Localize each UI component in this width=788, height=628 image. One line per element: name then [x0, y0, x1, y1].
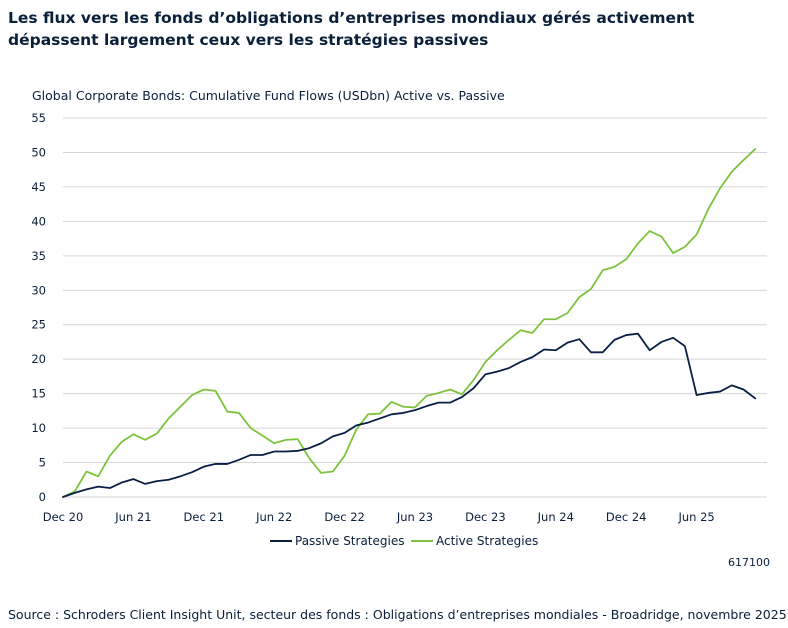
y-tick-label: 5: [39, 456, 46, 470]
y-tick-label: 45: [31, 180, 46, 194]
y-tick-label: 25: [31, 318, 46, 332]
page-title: Les flux vers les fonds d’obligations d’…: [8, 9, 695, 49]
y-tick-label: 30: [31, 283, 46, 297]
x-tick-label: Dec 24: [606, 510, 647, 524]
legend: Passive Strategies Active Strategies: [270, 534, 538, 548]
chart-code: 617100: [728, 556, 770, 569]
y-tick-label: 15: [31, 387, 46, 401]
y-tick-label: 10: [31, 421, 46, 435]
y-axis: 0 5 10 15 20 25 30 35 40 45 50 55: [31, 111, 46, 504]
series-line-active: [62, 148, 757, 498]
x-tick-label: Dec 22: [324, 510, 365, 524]
legend-label-passive: Passive Strategies: [295, 534, 404, 548]
series-line-passive: [62, 332, 757, 498]
x-tick-label: Jun 25: [677, 510, 714, 524]
legend-label-active: Active Strategies: [436, 534, 538, 548]
series-layer: [62, 148, 757, 498]
chart-subtitle: Global Corporate Bonds: Cumulative Fund …: [32, 88, 505, 103]
y-tick-label: 0: [39, 490, 46, 504]
x-tick-label: Dec 21: [184, 510, 225, 524]
x-tick-label: Jun 21: [114, 510, 151, 524]
y-tick-label: 50: [31, 145, 46, 159]
y-tick-label: 55: [31, 111, 46, 125]
x-tick-label: Jun 23: [396, 510, 433, 524]
x-tick-label: Dec 23: [465, 510, 506, 524]
grid-layer: [63, 117, 767, 498]
source-note: Source : Schroders Client Insight Unit, …: [8, 607, 787, 622]
x-axis: Dec 20 Jun 21 Dec 21 Jun 22 Dec 22 Jun 23 Dec …: [43, 510, 715, 524]
y-tick-label: 20: [31, 352, 46, 366]
y-tick-label: 35: [31, 249, 46, 263]
x-tick-label: Jun 22: [255, 510, 292, 524]
x-tick-label: Jun 24: [537, 510, 574, 524]
y-tick-label: 40: [31, 214, 46, 228]
x-tick-label: Dec 20: [43, 510, 84, 524]
